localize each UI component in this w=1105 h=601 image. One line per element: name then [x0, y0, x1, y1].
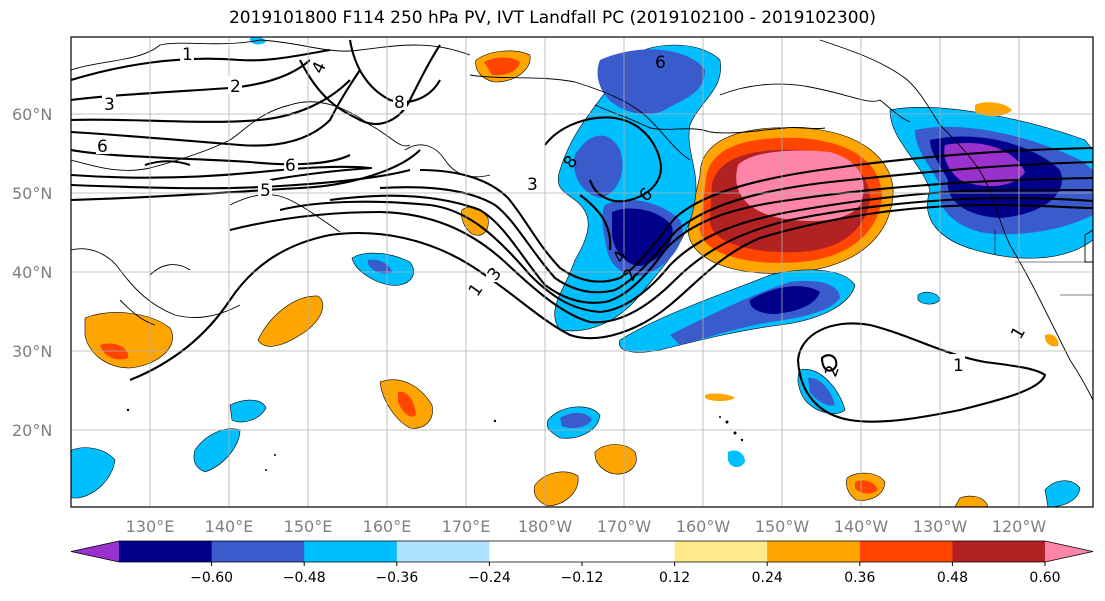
colorbar-segment — [582, 541, 676, 562]
colorbar-extend-max — [1045, 541, 1093, 562]
lon-label: 160°E — [363, 517, 412, 536]
colorbar-segment — [119, 541, 213, 562]
contour-label: 1 — [182, 45, 193, 65]
lon-label: 150°E — [284, 517, 333, 536]
lon-label: 170°W — [597, 517, 652, 536]
contour-label: 1 — [953, 356, 964, 376]
map-frame — [70, 36, 1094, 508]
contour-label: 3 — [527, 175, 538, 195]
colorbar-tick-label: −0.48 — [283, 570, 326, 586]
lon-label: 150°W — [755, 517, 810, 536]
lon-label: 120°W — [992, 517, 1047, 536]
colorbar-tick-label: −0.60 — [190, 570, 233, 586]
colorbar-segment — [211, 541, 305, 562]
contour-label: 5 — [260, 181, 271, 201]
islands — [126, 408, 744, 471]
lon-label: 170°E — [442, 517, 491, 536]
colorbar-tick-label: −0.12 — [561, 570, 604, 586]
colorbar-tick-label: −0.24 — [468, 570, 511, 586]
colorbar-segment — [859, 541, 953, 562]
colorbar-outline — [70, 540, 1094, 563]
colorbar-segment — [952, 541, 1046, 562]
longitude-labels: 130°E 140°E 150°E 160°E 170°E 180°W 170°… — [126, 517, 1047, 536]
colorbar-tick-label: 0.36 — [844, 570, 875, 586]
colorbar — [70, 540, 1094, 563]
colorbar-extend-min — [71, 541, 119, 562]
coastlines — [71, 39, 1093, 401]
lat-label: 50°N — [12, 184, 52, 203]
latitude-labels: 60°N 50°N 40°N 30°N 20°N — [12, 105, 52, 440]
lon-label: 180°W — [518, 517, 573, 536]
colorbar-segment — [489, 541, 583, 562]
colorbar-tick-label: 0.48 — [937, 570, 968, 586]
pv-contours — [71, 39, 1093, 423]
colorbar-segment — [767, 541, 861, 562]
lon-label: 160°W — [676, 517, 731, 536]
colorbar-segment — [304, 541, 398, 562]
contour-label: 8 — [394, 93, 405, 113]
colorbar-tick-label: 0.60 — [1029, 570, 1060, 586]
lon-label: 140°E — [205, 517, 254, 536]
lat-label: 40°N — [12, 263, 52, 282]
colorbar-segment — [674, 541, 768, 562]
contour-label: 3 — [104, 95, 115, 115]
colorbar-ticks: −0.60 −0.48 −0.36 −0.24 −0.12 0.12 0.24 0.36 0.4… — [190, 562, 1061, 586]
lat-label: 60°N — [12, 105, 52, 124]
graticule — [71, 37, 1093, 507]
negative-anomaly-bering — [554, 44, 721, 332]
colorbar-tick-label: 0.12 — [659, 570, 690, 586]
lon-label: 130°W — [913, 517, 968, 536]
colorbar-segment — [396, 541, 490, 562]
colorbar-tick-label: 0.24 — [752, 570, 783, 586]
map-title: 2019101800 F114 250 hPa PV, IVT Landfall… — [228, 8, 876, 28]
lon-label: 140°W — [834, 517, 889, 536]
contour-label: 2 — [230, 77, 241, 97]
contour-label: 6 — [655, 53, 666, 73]
lat-label: 20°N — [12, 421, 52, 440]
lat-label: 30°N — [12, 342, 52, 361]
colorbar-tick-label: −0.36 — [375, 570, 418, 586]
contour-label: 6 — [285, 156, 296, 176]
contour-label: 6 — [97, 137, 108, 157]
lon-label: 130°E — [126, 517, 175, 536]
